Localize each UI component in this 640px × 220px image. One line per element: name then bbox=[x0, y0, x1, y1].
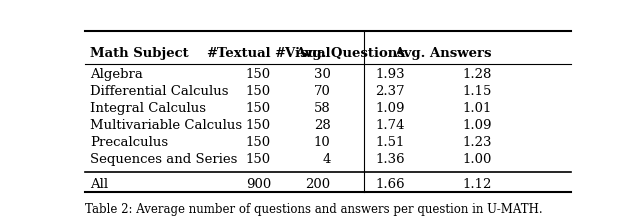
Text: 10: 10 bbox=[314, 136, 330, 149]
Text: 900: 900 bbox=[246, 178, 271, 191]
Text: Math Subject: Math Subject bbox=[90, 47, 189, 60]
Text: Integral Calculus: Integral Calculus bbox=[90, 102, 206, 115]
Text: 150: 150 bbox=[246, 153, 271, 166]
Text: 1.09: 1.09 bbox=[462, 119, 492, 132]
Text: Precalculus: Precalculus bbox=[90, 136, 168, 149]
Text: Avg. Questions: Avg. Questions bbox=[295, 47, 405, 60]
Text: Multivariable Calculus: Multivariable Calculus bbox=[90, 119, 242, 132]
Text: 70: 70 bbox=[314, 85, 330, 98]
Text: 200: 200 bbox=[305, 178, 330, 191]
Text: 150: 150 bbox=[246, 119, 271, 132]
Text: All: All bbox=[90, 178, 108, 191]
Text: 1.15: 1.15 bbox=[462, 85, 492, 98]
Text: 1.09: 1.09 bbox=[376, 102, 405, 115]
Text: 1.74: 1.74 bbox=[376, 119, 405, 132]
Text: 1.23: 1.23 bbox=[462, 136, 492, 149]
Text: 1.51: 1.51 bbox=[376, 136, 405, 149]
Text: 1.66: 1.66 bbox=[375, 178, 405, 191]
Text: 1.93: 1.93 bbox=[375, 68, 405, 81]
Text: 58: 58 bbox=[314, 102, 330, 115]
Text: #Textual: #Textual bbox=[206, 47, 271, 60]
Text: 2.37: 2.37 bbox=[375, 85, 405, 98]
Text: 1.36: 1.36 bbox=[375, 153, 405, 166]
Text: 30: 30 bbox=[314, 68, 330, 81]
Text: 1.00: 1.00 bbox=[462, 153, 492, 166]
Text: Algebra: Algebra bbox=[90, 68, 143, 81]
Text: Sequences and Series: Sequences and Series bbox=[90, 153, 237, 166]
Text: Differential Calculus: Differential Calculus bbox=[90, 85, 228, 98]
Text: #Visual: #Visual bbox=[274, 47, 330, 60]
Text: 1.01: 1.01 bbox=[462, 102, 492, 115]
Text: 150: 150 bbox=[246, 85, 271, 98]
Text: Table 2: Average number of questions and answers per question in U-MATH.: Table 2: Average number of questions and… bbox=[85, 203, 543, 216]
Text: 28: 28 bbox=[314, 119, 330, 132]
Text: 150: 150 bbox=[246, 136, 271, 149]
Text: 1.28: 1.28 bbox=[462, 68, 492, 81]
Text: 1.12: 1.12 bbox=[462, 178, 492, 191]
Text: 4: 4 bbox=[322, 153, 330, 166]
Text: Avg. Answers: Avg. Answers bbox=[394, 47, 492, 60]
Text: 150: 150 bbox=[246, 68, 271, 81]
Text: 150: 150 bbox=[246, 102, 271, 115]
